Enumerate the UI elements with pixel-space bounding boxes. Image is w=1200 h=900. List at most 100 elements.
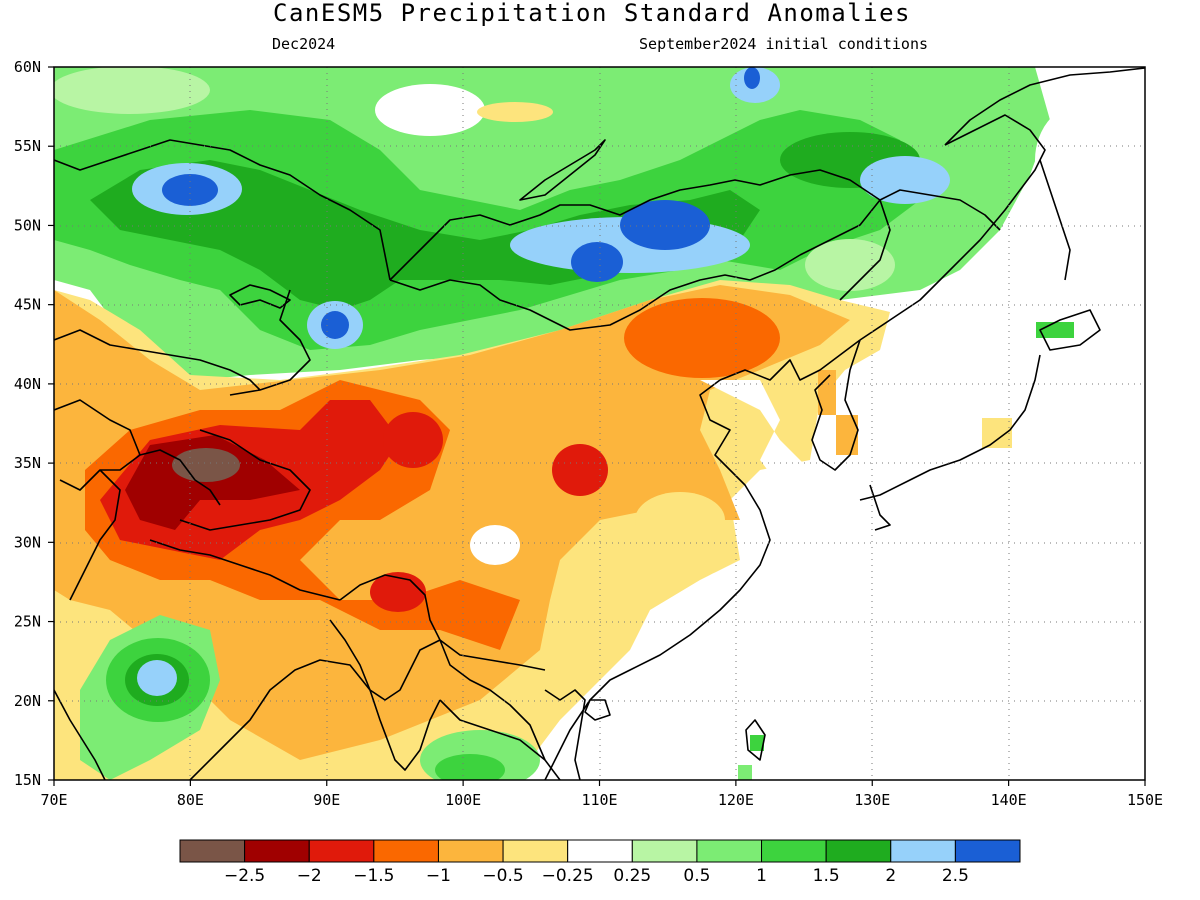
lon-tick-label: 100E xyxy=(445,791,481,809)
coastlines-and-borders xyxy=(54,67,1145,780)
lat-tick-label: 20N xyxy=(14,692,41,710)
wet-india-peak xyxy=(137,660,177,696)
neutral-east-ocean xyxy=(640,67,1145,780)
border-mongolia-russia xyxy=(389,169,891,301)
coastline-taiwan xyxy=(745,719,766,761)
wet-luzon xyxy=(738,765,752,780)
colorbar-label: −1.5 xyxy=(353,866,394,886)
lon-tick-label: 110E xyxy=(581,791,617,809)
forecast-month: Dec2024 xyxy=(272,35,335,53)
wet-north-peak xyxy=(744,67,760,89)
wet-kazakhstan-peak xyxy=(162,174,218,206)
border-kashmir xyxy=(139,449,221,506)
lon-tick-label: 120E xyxy=(718,791,754,809)
border-nepal-tibet xyxy=(149,539,341,601)
dry-japan xyxy=(982,418,1012,448)
coastline-bay-of-bengal xyxy=(189,659,441,780)
border-tibet-inner xyxy=(179,429,311,531)
colorbar-label: 1.5 xyxy=(813,866,840,886)
neutral-okhotsk xyxy=(1035,100,1145,220)
lon-tick-label: 130E xyxy=(854,791,890,809)
lat-tick-label: 60N xyxy=(14,58,41,76)
border-indochina-internal xyxy=(439,639,546,761)
wet-hokkaido xyxy=(1036,322,1074,338)
colorbar-label: 2.5 xyxy=(942,866,969,886)
lat-tick-label: 55N xyxy=(14,137,41,155)
extreme-dry-tibet xyxy=(125,435,300,530)
lat-tick-label: 35N xyxy=(14,454,41,472)
gridlines xyxy=(54,67,1145,780)
weak-wet-northeast xyxy=(805,239,895,291)
lat-tick-label: 50N xyxy=(14,216,41,234)
coastline-japan-honshu xyxy=(859,354,1041,501)
colorbar-label: 0.25 xyxy=(613,866,651,886)
colorbar-swatch xyxy=(179,839,246,863)
lon-tick-label: 80E xyxy=(177,791,204,809)
dry-anomaly-inner-mongolia xyxy=(624,298,780,378)
colorbar-labels: −2.5 −2 −1.5 −1 −0.5 −0.25 0.25 0.5 1 1.5 2 2.5 xyxy=(224,866,969,886)
dry-core-b xyxy=(552,444,608,496)
border-pakistan-india xyxy=(69,469,121,601)
weak-dry-east-china xyxy=(635,492,725,548)
coastline-vietnam xyxy=(544,689,586,780)
colorbar-swatch xyxy=(567,839,633,863)
tick-marks xyxy=(48,66,1146,786)
colorbar-label: 0.5 xyxy=(683,866,710,886)
coastline-okhotsk xyxy=(944,67,1145,146)
coastline-japan-kyushu xyxy=(869,484,891,531)
colorbar xyxy=(179,839,1021,863)
colorbar-swatch xyxy=(244,839,310,863)
initial-conditions: September2024 initial conditions xyxy=(639,35,928,53)
lat-tick-label: 45N xyxy=(14,296,41,314)
coastline-hainan xyxy=(584,699,611,721)
border-kazakhstan-russia xyxy=(54,139,391,281)
colorbar-swatch xyxy=(308,839,375,863)
wet-taiwan xyxy=(750,735,764,751)
colorbar-swatch xyxy=(761,839,827,863)
dry-core-a xyxy=(383,412,443,468)
colorbar-swatch xyxy=(696,839,763,863)
coastline-korea xyxy=(811,339,861,471)
latitude-labels: 60N 55N 50N 45N 40N 35N 30N 25N 20N 15N xyxy=(14,58,41,789)
coastline-russia-east xyxy=(859,114,1046,341)
lat-tick-label: 40N xyxy=(14,375,41,393)
wet-mongolia-peak xyxy=(620,200,710,250)
lon-tick-label: 70E xyxy=(40,791,67,809)
lake-baikal xyxy=(519,139,606,201)
weak-wet-west-siberia xyxy=(54,67,210,114)
border-china-mongolia xyxy=(389,254,801,331)
longitude-labels: 70E 80E 90E 100E 110E 120E 130E 140E 150E xyxy=(40,791,1163,809)
border-central-asia xyxy=(54,329,261,391)
moderate-dry-region xyxy=(54,285,850,760)
colorbar-swatch xyxy=(825,839,892,863)
colorbar-swatch xyxy=(890,839,956,863)
colorbar-label: −0.5 xyxy=(482,866,523,886)
coastline-sakhalin xyxy=(1039,159,1071,281)
lon-tick-label: 140E xyxy=(991,791,1027,809)
border-tibet-india-east xyxy=(339,574,546,671)
map-title: CanESM5 Precipitation Standard Anomalies xyxy=(273,0,911,27)
anomaly-field xyxy=(54,67,1145,780)
wet-sakhalin-high xyxy=(860,156,950,204)
lat-tick-label: 25N xyxy=(14,613,41,631)
coastline-india xyxy=(54,689,106,780)
dry-extreme-core xyxy=(172,448,240,482)
colorbar-label: −0.25 xyxy=(542,866,594,886)
colorbar-label: −2 xyxy=(297,866,322,886)
lat-tick-label: 30N xyxy=(14,533,41,551)
neutral-baikal-west xyxy=(375,84,485,136)
coastline-japan-hokkaido xyxy=(1039,309,1101,351)
colorbar-swatch xyxy=(631,839,698,863)
colorbar-label: −1 xyxy=(426,866,451,886)
colorbar-label: 2 xyxy=(885,866,896,886)
colorbar-label: −2.5 xyxy=(224,866,265,886)
dry-korea xyxy=(818,370,836,415)
lat-tick-label: 15N xyxy=(14,771,41,789)
wet-dzungaria-peak xyxy=(321,311,349,339)
lon-tick-label: 150E xyxy=(1127,791,1163,809)
wet-mongolia-peak-2 xyxy=(571,242,623,282)
colorbar-swatch xyxy=(437,839,504,863)
dry-baikal xyxy=(477,102,553,122)
colorbar-swatch xyxy=(502,839,569,863)
